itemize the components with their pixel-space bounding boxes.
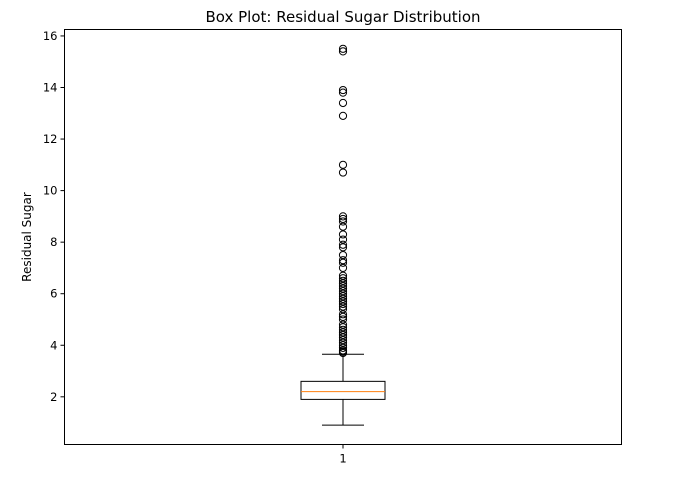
outlier-point xyxy=(338,343,348,352)
outlier-point xyxy=(338,85,348,95)
y-tick-label: 2 xyxy=(50,390,57,404)
outlier-point xyxy=(338,302,348,311)
outlier-point xyxy=(338,348,348,358)
y-tick-label: 10 xyxy=(43,184,58,198)
outlier-point xyxy=(338,330,348,340)
outlier-point xyxy=(338,315,348,324)
outlier-point xyxy=(338,212,348,221)
outlier-point xyxy=(338,312,348,322)
chart-title: Box Plot: Residual Sugar Distribution xyxy=(205,8,480,26)
outlier-point xyxy=(338,98,348,108)
outlier-point xyxy=(338,338,348,347)
outlier-point xyxy=(338,271,348,280)
outlier-point xyxy=(338,333,348,342)
y-tick-label: 14 xyxy=(43,80,58,94)
outlier-point xyxy=(338,289,348,298)
outlier-point xyxy=(338,256,348,265)
outlier-point xyxy=(338,47,348,56)
box-plot xyxy=(300,353,386,426)
y-tick-label: 16 xyxy=(43,29,58,43)
outlier-point xyxy=(338,222,348,231)
outlier-point xyxy=(338,160,348,169)
iqr-box xyxy=(300,380,386,400)
outlier-point xyxy=(338,299,348,309)
y-tick-label: 8 xyxy=(50,235,57,249)
outlier-point xyxy=(338,258,348,267)
outlier-point xyxy=(338,88,348,97)
y-tick-label: 6 xyxy=(50,287,57,301)
outlier-point xyxy=(338,294,348,303)
outlier-point xyxy=(338,214,348,224)
outlier-point xyxy=(338,328,348,337)
outlier-point xyxy=(338,240,348,249)
outlier-point xyxy=(338,217,348,226)
outlier-point xyxy=(338,111,348,120)
y-axis: 2 4 6 8 10 12 14 16 xyxy=(43,29,65,404)
outlier-point xyxy=(338,287,348,296)
outlier-point xyxy=(338,263,348,273)
outlier-point xyxy=(338,323,348,332)
outlier-point xyxy=(338,284,348,293)
outlier-point xyxy=(338,336,348,345)
outlier-point xyxy=(338,279,348,288)
y-axis-label: Residual Sugar xyxy=(20,192,34,282)
y-tick-label: 12 xyxy=(43,132,58,146)
outlier-points xyxy=(338,44,348,358)
outlier-point xyxy=(338,230,348,239)
x-axis: 1 xyxy=(339,444,347,466)
outlier-point xyxy=(338,243,348,252)
outlier-point xyxy=(338,168,348,177)
outlier-point xyxy=(338,305,348,314)
outlier-point xyxy=(338,274,348,283)
outlier-point xyxy=(338,310,348,319)
outlier-point xyxy=(338,235,348,244)
outlier-point xyxy=(338,341,348,350)
x-tick-label: 1 xyxy=(339,452,346,466)
outlier-point xyxy=(338,325,348,334)
outlier-point xyxy=(338,281,348,291)
outlier-point xyxy=(338,320,348,329)
outlier-point xyxy=(338,292,348,301)
outlier-point xyxy=(338,250,348,260)
outlier-point xyxy=(338,297,348,306)
y-tick-label: 4 xyxy=(50,338,57,352)
outlier-point xyxy=(338,276,348,285)
plot-area-frame xyxy=(64,29,622,445)
outlier-point xyxy=(338,44,348,53)
